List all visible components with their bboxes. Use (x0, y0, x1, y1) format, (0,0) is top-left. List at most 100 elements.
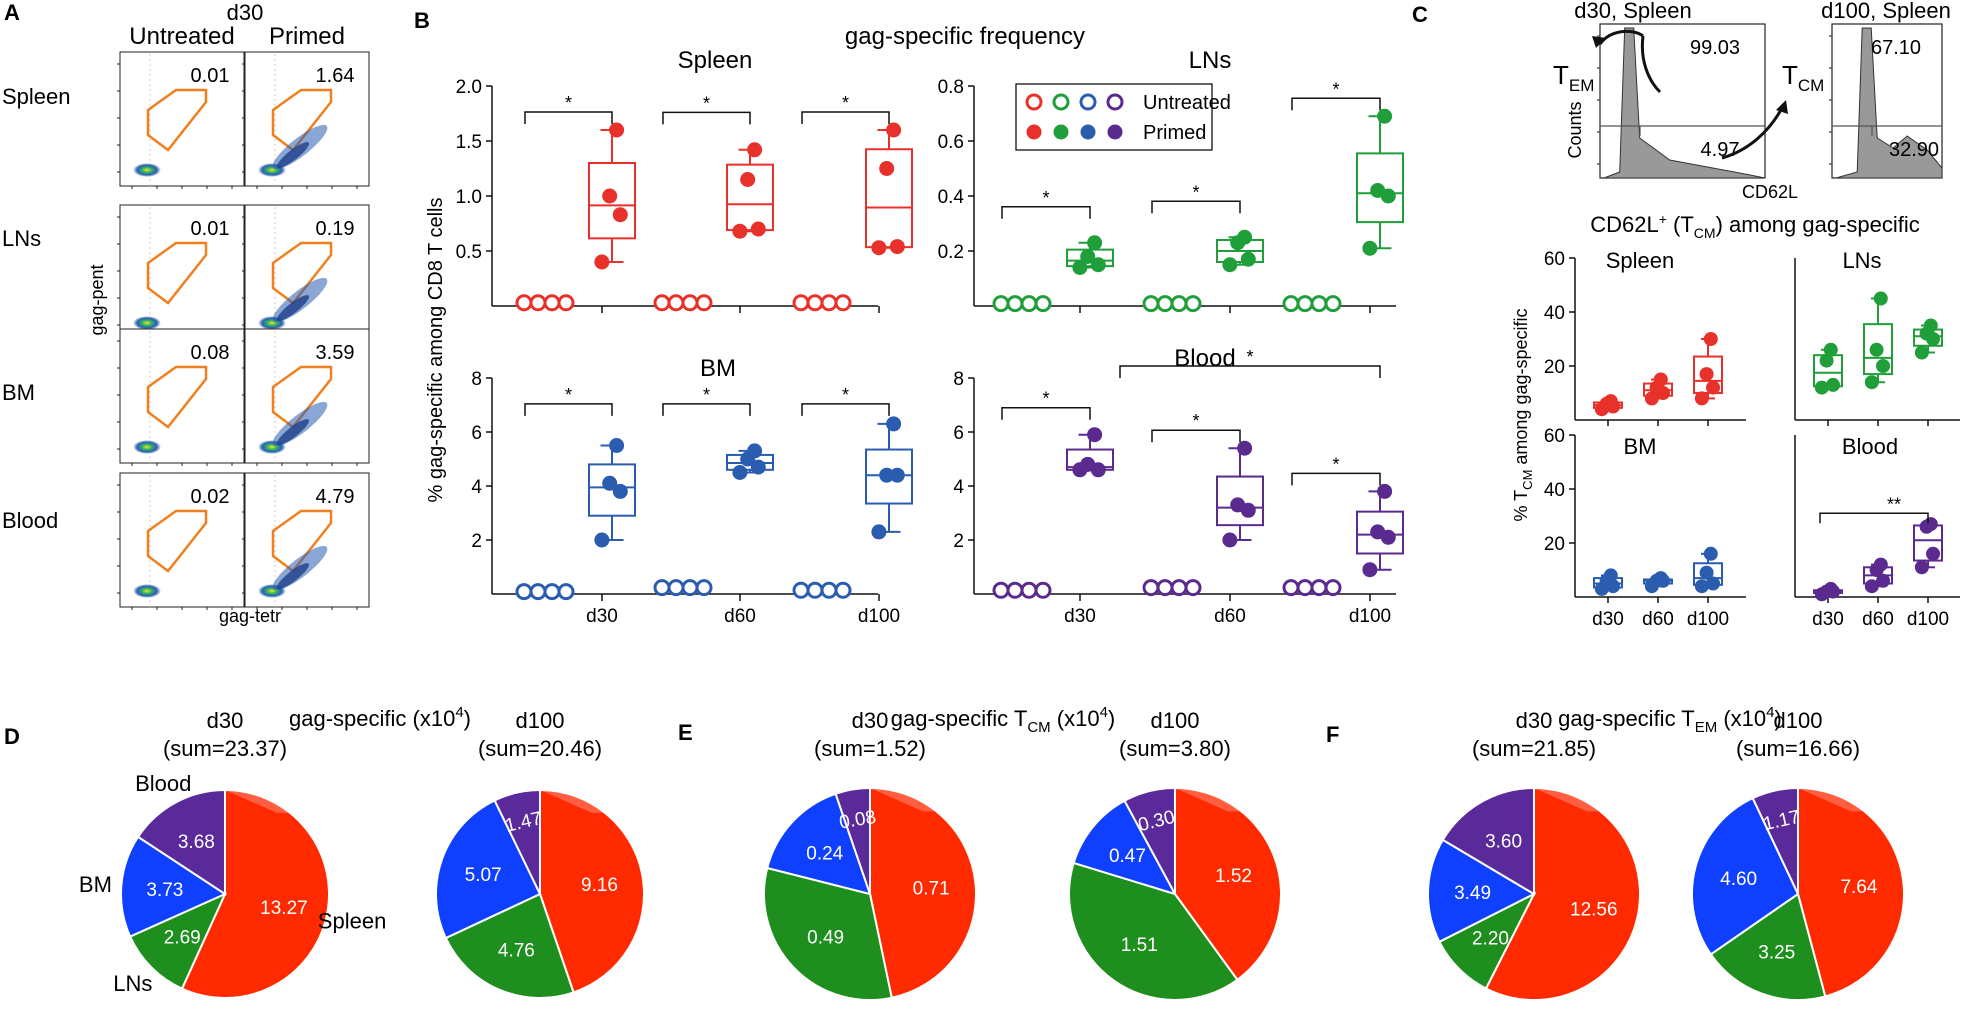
y-tick-label: 0.8 (938, 77, 964, 98)
y-tick-label: 0.4 (938, 187, 965, 208)
hist-1-title: d30, Spleen (1574, 0, 1691, 23)
panel-b-legend: Untreated Primed (1015, 83, 1231, 151)
untreated-point (806, 581, 824, 599)
primed-point (871, 240, 887, 256)
tcm-point (1864, 579, 1879, 594)
primed-point (612, 483, 628, 499)
tcm-point (1873, 557, 1888, 572)
tcm-point (1706, 380, 1721, 395)
significance-bracket (662, 403, 751, 416)
pie-slice-bm (120, 835, 228, 938)
pie-group-title: gag-specific TEM (x104) (1558, 704, 1782, 736)
gate-hexagon (146, 88, 208, 152)
pie-sum: (sum=16.66) (1736, 736, 1860, 761)
x-tick-label: d100 (1687, 609, 1729, 630)
tcm-point (1694, 579, 1709, 594)
pie-slice-value: 1.51 (1121, 935, 1158, 956)
panel-letter-d: D (4, 724, 20, 749)
y-tick-label: 0.6 (938, 132, 964, 153)
untreated-point (1020, 581, 1038, 599)
significance-bracket (1119, 365, 1381, 378)
panel-a-row-label: BM (2, 380, 35, 405)
tcm-point (1823, 342, 1838, 357)
gate-hexagon (146, 241, 208, 305)
pie-slice-value: 3.25 (1758, 943, 1795, 964)
untreated-point (557, 583, 575, 601)
gate-frequency-value: 0.01 (191, 218, 230, 240)
tcm-point (1869, 342, 1884, 357)
y-tick-label: 0.2 (938, 242, 964, 263)
pie-tissue-label: Blood (135, 771, 191, 796)
flow-plot-frame (119, 328, 245, 464)
panel-b-y-axis-label: % gag-specific among CD8 T cells (425, 198, 447, 503)
y-tick-label: 0.5 (456, 242, 482, 263)
pie-slice-value: 2.20 (1472, 928, 1509, 949)
pie-sum: (sum=21.85) (1472, 736, 1596, 761)
untreated-point (1324, 579, 1342, 597)
untreated-point (695, 294, 713, 312)
untreated-point (1184, 579, 1202, 597)
gate-frequency-value: 4.79 (316, 486, 355, 508)
tcm-box (1863, 323, 1893, 376)
tcm-point (1819, 353, 1834, 368)
primed-point (747, 142, 763, 158)
panel-a-row-label: Spleen (2, 84, 71, 109)
tcm-point (1876, 573, 1891, 588)
untreated-point (1156, 295, 1174, 313)
panel-a-timepoint: d30 (227, 0, 264, 25)
primed-point (1240, 251, 1256, 267)
gate-frequency-value: 0.08 (191, 342, 230, 364)
tcm-point (1694, 391, 1709, 406)
untreated-point (1006, 295, 1024, 313)
histogram-lower-value: 4.97 (1701, 139, 1740, 161)
untreated-point (1006, 581, 1024, 599)
pie-slice-spleen (539, 788, 645, 994)
y-tick-label: 2 (953, 531, 964, 552)
untreated-point (515, 294, 533, 312)
significance-marker: * (842, 385, 849, 405)
tcm-point (1814, 380, 1829, 395)
primed-point (1370, 183, 1386, 198)
significance-marker: * (565, 385, 572, 405)
panel-c-subplot-title: Spleen (1606, 248, 1675, 273)
untreated-point (557, 294, 575, 312)
pie-slice-value: 3.49 (1454, 883, 1491, 904)
flow-plot-frame (244, 51, 370, 187)
significance-bracket (1001, 206, 1091, 219)
primed-box (726, 163, 774, 232)
pie-highlight (1798, 788, 1864, 812)
pie-slice-value: 0.49 (807, 928, 844, 949)
untreated-point (681, 294, 699, 312)
primed-point (1080, 456, 1096, 472)
flow-plot-frame (244, 204, 370, 340)
panel-a-y-axis-label: gag-pent (87, 264, 107, 335)
untreated-point (667, 579, 685, 597)
untreated-point (1310, 295, 1328, 313)
x-tick-label: d100 (1349, 606, 1391, 627)
significance-marker: * (1042, 389, 1049, 409)
pie-slice-value: 13.27 (260, 898, 308, 919)
primed-population-core (276, 563, 310, 589)
y-tick-label: 40 (1544, 303, 1565, 324)
primed-box (1356, 152, 1404, 224)
panel-b-subplot-title: BM (700, 355, 736, 382)
significance-bracket (801, 403, 890, 416)
untreated-point (1184, 295, 1202, 313)
tcm-point (1699, 367, 1714, 382)
tcm-point (1823, 581, 1838, 596)
untreated-point (834, 581, 852, 599)
panel-letter-c: C (1412, 2, 1428, 27)
pie-slice-bm (1691, 796, 1800, 956)
tcm-point (1603, 394, 1618, 409)
tcm-point (1653, 372, 1668, 387)
cell-population (133, 440, 161, 454)
tcm-point (1699, 565, 1714, 580)
primed-point (609, 122, 625, 138)
primed-point (886, 416, 902, 432)
significance-bracket (1151, 429, 1241, 443)
primed-box (865, 148, 913, 249)
pie-slice-value: 3.73 (146, 880, 183, 901)
x-tick-label: d30 (586, 606, 618, 627)
panel-letter-e: E (678, 720, 693, 745)
pie-title: d100 (1151, 708, 1200, 733)
